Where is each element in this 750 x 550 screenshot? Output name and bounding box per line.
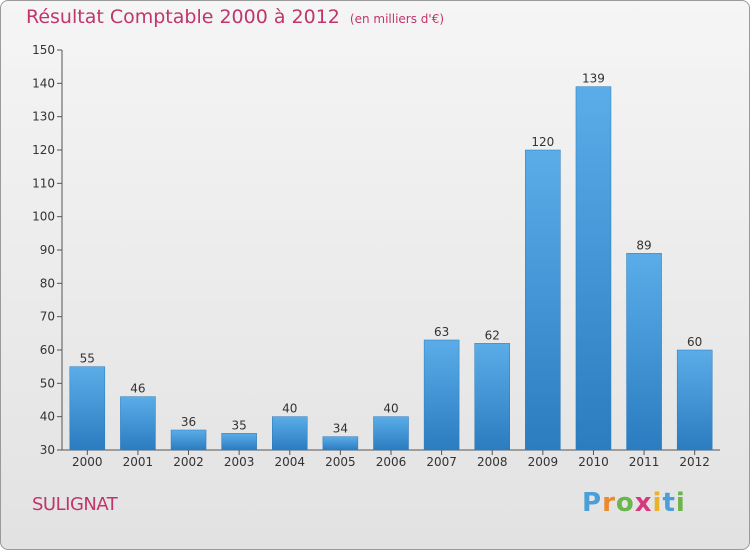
y-tick-label: 140 [32, 76, 55, 90]
bar-value-label: 63 [434, 325, 449, 339]
y-tick-label: 120 [32, 143, 55, 157]
bar-value-label: 89 [636, 238, 651, 252]
bar-value-label: 139 [582, 72, 605, 86]
y-tick-label: 50 [40, 376, 55, 390]
y-tick-label: 150 [32, 43, 55, 57]
x-tick-label: 2011 [629, 455, 660, 469]
y-tick-label: 130 [32, 110, 55, 124]
bar-value-label: 40 [282, 402, 297, 416]
x-tick-label: 2007 [426, 455, 457, 469]
logo-letter: t [662, 488, 676, 518]
x-tick-label: 2012 [679, 455, 710, 469]
bar-value-label: 62 [485, 328, 500, 342]
x-tick-label: 2004 [274, 455, 305, 469]
bar-2003 [221, 433, 257, 451]
bar-2010 [575, 86, 612, 451]
y-tick-label: 90 [40, 243, 55, 257]
x-tick-label: 2005 [325, 455, 356, 469]
bar-2006 [373, 416, 409, 451]
bar-2001 [120, 396, 156, 451]
bar-2005 [322, 436, 359, 451]
x-tick-label: 2002 [173, 455, 204, 469]
y-tick-label: 110 [32, 176, 55, 190]
x-tick-label: 2001 [123, 455, 154, 469]
bar-value-label: 120 [531, 135, 554, 149]
y-tick-label: 60 [40, 343, 55, 357]
logo-letter: i [652, 488, 663, 518]
bar-2009 [525, 149, 561, 451]
chart-title: Résultat Comptable 2000 à 2012 (en millie… [26, 6, 444, 28]
bar-value-label: 34 [333, 422, 348, 436]
x-tick-label: 2010 [578, 455, 609, 469]
x-tick-label: 2008 [477, 455, 508, 469]
bars [69, 86, 713, 451]
bar-value-label: 60 [687, 335, 702, 349]
bar-2002 [170, 429, 207, 451]
x-tick-label: 2000 [72, 455, 103, 469]
y-tick-label: 100 [32, 210, 55, 224]
bar-2004 [272, 416, 308, 451]
x-tick-label: 2009 [528, 455, 559, 469]
logo-letter: P [582, 488, 603, 518]
x-tick-label: 2006 [376, 455, 407, 469]
x-tick-label: 2003 [224, 455, 255, 469]
bar-value-label: 46 [130, 382, 145, 396]
y-tick-label: 80 [40, 276, 55, 290]
logo-letter: o [615, 488, 635, 518]
chart-title-text: Résultat Comptable 2000 à 2012 [26, 6, 340, 28]
y-tick-label: 30 [40, 443, 55, 457]
axes: 30 40 50 60 70 80 90 100 110 120 130 140 150 [32, 43, 720, 457]
logo-letter: x [634, 488, 653, 518]
bar-value-label: 35 [232, 418, 247, 432]
bar-value-label: 40 [383, 402, 398, 416]
proxiti-logo: Proxiti [582, 488, 686, 518]
bar-2011 [626, 253, 662, 451]
bar-value-label: 36 [181, 415, 196, 429]
bar-2008 [474, 343, 510, 451]
bar-value-label: 55 [80, 352, 95, 366]
bar-2012 [676, 349, 713, 451]
chart-subtitle: (en milliers d'€) [349, 12, 445, 26]
logo-letter: i [675, 488, 686, 518]
y-tick-label: 70 [40, 310, 55, 324]
logo-letter: r [602, 488, 616, 518]
bar-2000 [69, 366, 106, 451]
commune-name: SULIGNAT [32, 494, 118, 515]
labels: 2000 55 2001 46 2002 36 2003 35 2004 40 2005 34 2006… [72, 72, 710, 469]
y-tick-label: 40 [40, 410, 55, 424]
bar-2007 [423, 339, 460, 451]
